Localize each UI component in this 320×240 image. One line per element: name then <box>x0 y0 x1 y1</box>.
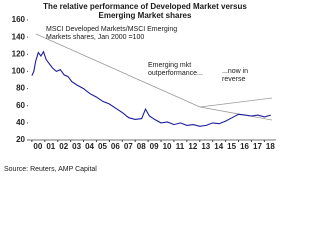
trend-line <box>35 33 201 108</box>
data-line <box>31 50 271 127</box>
source: Source: Reuters, AMP Capital <box>4 166 97 173</box>
x-tick-label: 15 <box>227 142 236 151</box>
y-tick-label: 120 <box>12 49 26 58</box>
legend-text: MSCI Developed Markets/MSCI Emerging Mar… <box>46 26 178 41</box>
x-tick-label: 13 <box>201 142 210 151</box>
trend-line <box>199 97 273 108</box>
x-tick-label: 07 <box>124 142 133 151</box>
trend-line <box>199 106 273 121</box>
x-tick-label: 11 <box>176 142 185 151</box>
x-tick-label: 16 <box>240 142 249 151</box>
chart-title: The relative performance of Developed Ma… <box>43 2 247 20</box>
y-tick-label: 160 <box>12 15 26 24</box>
x-tick-label: 02 <box>59 142 68 151</box>
x-tick-label: 12 <box>188 142 197 151</box>
x-tick-label: 10 <box>163 142 172 151</box>
plot: 20 40 60 80 100 120 140 160 00 01 02 03 04 05 06 07 08 09… <box>12 15 276 151</box>
x-tick-label: 05 <box>98 142 107 151</box>
x-tick-label: 18 <box>266 142 275 151</box>
annotation: ...now in reverse <box>222 68 249 83</box>
y-tick-label: 20 <box>16 135 25 144</box>
x-tick-label: 06 <box>111 142 120 151</box>
y-tick-label: 140 <box>12 32 26 41</box>
x-tick-label: 01 <box>46 142 55 151</box>
y-tick-label: 40 <box>16 118 25 127</box>
x-tick-label: 00 <box>33 142 42 151</box>
x-tick-label: 03 <box>72 142 81 151</box>
annotation: Emerging mkt outperformance... <box>148 62 203 77</box>
x-tick-label: 14 <box>214 142 223 151</box>
y-tick-label: 60 <box>16 101 25 110</box>
y-tick-label: 100 <box>12 67 26 76</box>
chart: 20 40 60 80 100 120 140 160 00 01 02 03 04 05 06 07 08 09… <box>4 2 276 173</box>
x-tick-label: 04 <box>85 142 94 151</box>
x-tick-label: 08 <box>137 142 146 151</box>
x-tick-label: 17 <box>253 142 262 151</box>
x-tick-label: 09 <box>150 142 159 151</box>
y-tick-label: 80 <box>16 84 25 93</box>
